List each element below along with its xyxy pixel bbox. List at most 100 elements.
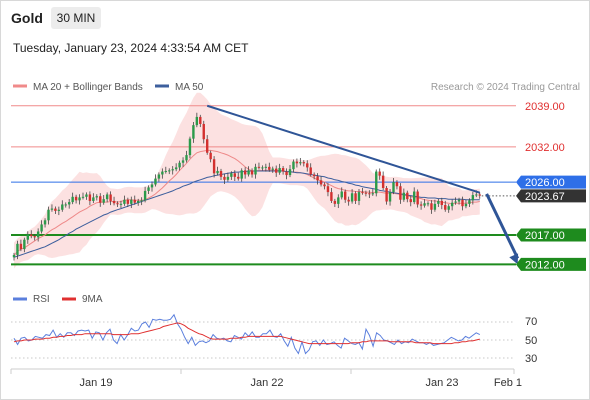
candle [188,136,192,159]
candle-body [264,166,268,168]
candle [368,190,371,199]
candle-body [375,171,378,194]
candle-body [444,205,447,210]
x-tick-jan19: Jan 19 [79,377,112,389]
level-label-2032.00: 2032.00 [525,142,565,154]
candle-body [102,199,105,203]
candle-body [140,200,143,202]
candle [119,200,123,209]
candle-body [319,180,323,185]
candle-body [126,199,130,204]
candle-body [157,174,161,179]
candle [326,183,330,197]
price-levels: 2039.00 2032.00 2026.00 2023.67 2017.00 2012.… [516,101,586,271]
candle [185,150,188,163]
level-value: 2039.00 [525,101,565,113]
candle [164,166,167,174]
candle-body [33,236,36,238]
candle [471,191,475,205]
candle [378,168,381,180]
level-label-2039.00: 2039.00 [525,101,565,113]
candle [354,191,357,205]
candle-body [226,176,230,180]
candle [109,191,112,206]
candle-body [209,152,212,160]
candle-body [161,171,164,175]
candle-body [36,231,40,238]
level-value: 2017.00 [525,230,565,242]
candle [381,171,385,191]
candle [447,204,450,213]
candle-body [350,193,354,202]
candle-body [195,116,199,126]
x-tick-jan23: Jan 23 [425,377,458,389]
candle-body [154,178,157,185]
candle-body [109,194,112,201]
candle-body [326,186,330,193]
candle [157,172,161,182]
candle [361,187,364,195]
candle [364,190,368,197]
candle [295,158,299,168]
candle-body [468,200,471,204]
candle [385,185,388,205]
timeframe-badge[interactable]: 30 MIN [51,7,101,29]
candle-body [413,191,416,203]
candle-body [357,192,361,201]
candle-body [240,170,243,179]
candle [92,193,95,203]
forecast-arrow-head [509,253,519,265]
candle [330,187,333,203]
bollinger-legend-swatch [13,84,27,88]
candle-body [257,166,261,168]
candle-body [409,199,412,203]
candle-body [23,239,26,250]
candle-body [250,170,254,175]
candle-body [130,199,133,204]
candle [147,185,150,195]
candle-body [419,204,423,206]
candle-body [292,161,295,170]
candle-body [478,194,481,196]
candle-body [388,192,392,202]
candle [406,190,409,203]
candle [123,195,126,206]
level-badge [516,257,586,271]
candle [12,252,16,261]
candle-body [344,191,347,200]
candle [64,202,67,208]
candle [316,173,319,185]
candle-body [464,203,468,207]
candle-body [426,203,430,205]
candle-body [116,203,119,205]
candle [450,199,454,211]
ma50-legend-label: MA 50 [175,82,204,93]
candle-body [71,196,74,203]
candle [240,168,243,182]
bollinger-legend-label: MA 20 + Bollinger Bands [33,82,143,93]
candle [171,166,174,175]
candle-body [54,208,57,211]
candle-body [430,203,433,210]
candle-body [475,194,478,196]
candle [299,157,302,166]
candle [350,189,354,204]
candle [143,186,147,203]
level-value: 2026.00 [525,177,565,189]
candle [395,180,399,190]
ma50-legend-swatch [155,84,169,88]
candle [78,194,81,205]
candle [461,196,464,211]
candle [178,160,181,171]
candle-body [285,171,288,176]
level-badge [516,189,586,203]
candle-body [74,196,78,201]
candle-body [337,197,340,204]
candle-body [254,166,257,175]
candle [409,196,412,207]
candle-body [340,191,343,198]
candle [30,230,33,239]
candle [102,194,105,205]
candle [257,162,261,170]
candle-body [47,209,50,221]
